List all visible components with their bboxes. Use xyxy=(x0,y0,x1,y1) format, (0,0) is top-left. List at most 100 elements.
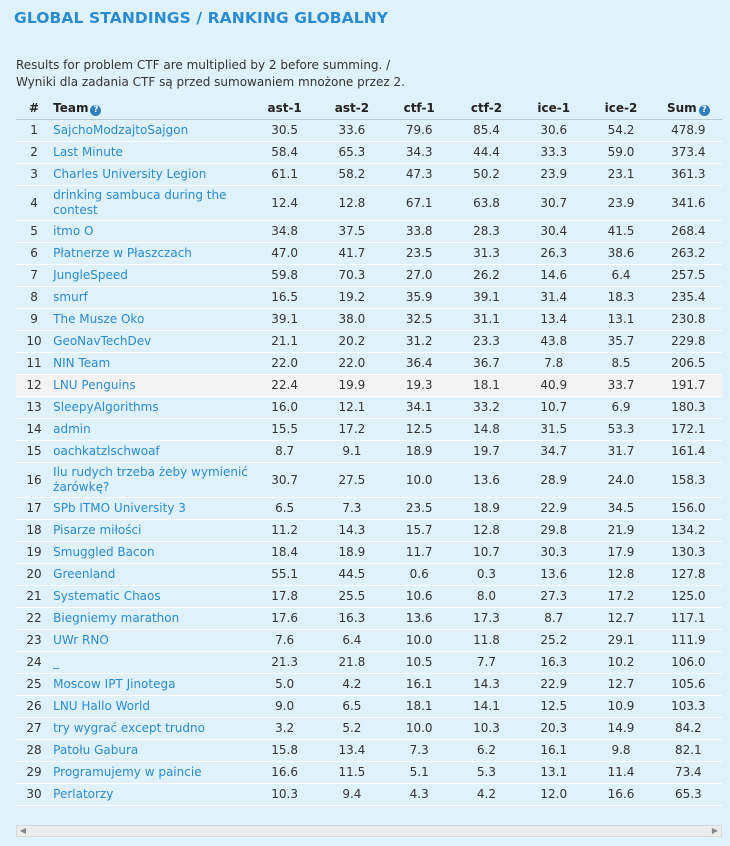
team-cell[interactable]: Smuggled Bacon xyxy=(52,541,251,564)
sum-help-icon[interactable]: ? xyxy=(698,104,710,116)
table-row: 9 The Musze Oko 39.1 38.0 32.5 31.1 13.4 13.1 23… xyxy=(16,308,722,331)
team-cell[interactable]: drinking sambuca during the contest xyxy=(52,185,251,221)
team-cell[interactable]: Moscow IPT Jinotega xyxy=(52,673,251,696)
table-row: 6 Płatnerze w Płaszczach 47.0 41.7 23.5 31.3 2… xyxy=(16,242,722,265)
score-sum: 361.3 xyxy=(654,163,722,186)
team-cell[interactable]: Systematic Chaos xyxy=(52,585,251,608)
team-link[interactable]: itmo O xyxy=(53,223,94,238)
team-link[interactable]: drinking sambuca during the contest xyxy=(53,187,227,217)
ctf-multiplier-note: Results for problem CTF are multiplied b… xyxy=(16,57,405,91)
team-link[interactable]: GeoNavTechDev xyxy=(53,333,152,348)
team-link[interactable]: Płatnerze w Płaszczach xyxy=(53,245,192,260)
team-link[interactable]: SPb ITMO University 3 xyxy=(53,500,186,515)
team-cell[interactable]: Pisarze miłości xyxy=(52,519,251,542)
team-link[interactable]: The Musze Oko xyxy=(53,311,145,326)
team-cell[interactable]: _ xyxy=(52,651,251,674)
rank-cell: 16 xyxy=(16,462,53,498)
team-cell[interactable]: Programujemy w paincie xyxy=(52,761,251,784)
team-link[interactable]: Smuggled Bacon xyxy=(53,544,155,559)
rank-cell: 6 xyxy=(16,242,53,265)
rank-cell: 7 xyxy=(16,264,53,287)
team-link[interactable]: SleepyAlgorithms xyxy=(53,399,159,414)
team-link[interactable]: Last Minute xyxy=(53,144,123,159)
team-link[interactable]: SajchoModzajtoSajgon xyxy=(53,122,189,137)
team-link[interactable]: Moscow IPT Jinotega xyxy=(53,676,176,691)
team-link[interactable]: LNU Hallo World xyxy=(53,698,150,713)
score-ctf1: 7.3 xyxy=(385,739,453,762)
score-ice1: 29.8 xyxy=(520,519,588,542)
team-cell[interactable]: Patołu Gabura xyxy=(52,739,251,762)
team-link[interactable]: LNU Penguins xyxy=(53,377,136,392)
team-cell[interactable]: LNU Hallo World xyxy=(52,695,251,718)
team-link[interactable]: Systematic Chaos xyxy=(53,588,161,603)
team-cell[interactable]: GeoNavTechDev xyxy=(52,330,251,353)
header-ice-1[interactable]: ice-1 xyxy=(520,98,588,120)
team-cell[interactable]: itmo O xyxy=(52,220,251,243)
score-ast1: 34.8 xyxy=(250,220,319,243)
team-link[interactable]: Ilu rudych trzeba żeby wymienić żarówkę? xyxy=(53,464,248,494)
score-ice2: 53.3 xyxy=(587,418,655,441)
score-ast1: 58.4 xyxy=(250,141,319,164)
header-sum[interactable]: Sum? xyxy=(654,98,722,120)
header-team-label: Team xyxy=(53,100,89,115)
team-cell[interactable]: Last Minute xyxy=(52,141,251,164)
team-link[interactable]: smurf xyxy=(53,289,88,304)
team-link[interactable]: _ xyxy=(53,654,60,669)
team-cell[interactable]: Płatnerze w Płaszczach xyxy=(52,242,251,265)
team-cell[interactable]: LNU Penguins xyxy=(52,374,251,397)
team-cell[interactable]: Perlatorzy xyxy=(52,783,251,806)
team-link[interactable]: Patołu Gabura xyxy=(53,742,139,757)
score-ctf1: 79.6 xyxy=(385,119,453,142)
team-cell[interactable]: NIN Team xyxy=(52,352,251,375)
score-sum: 84.2 xyxy=(654,717,722,740)
score-ctf1: 34.1 xyxy=(385,396,453,419)
score-ctf2: 10.7 xyxy=(452,541,521,564)
team-link[interactable]: Greenland xyxy=(53,566,116,581)
team-cell[interactable]: Greenland xyxy=(52,563,251,586)
team-link[interactable]: NIN Team xyxy=(53,355,111,370)
team-cell[interactable]: smurf xyxy=(52,286,251,309)
header-ast-1[interactable]: ast-1 xyxy=(250,98,319,120)
team-link[interactable]: Perlatorzy xyxy=(53,786,114,801)
score-sum: 73.4 xyxy=(654,761,722,784)
scroll-left-icon[interactable]: ◀ xyxy=(19,826,27,835)
team-cell[interactable]: JungleSpeed xyxy=(52,264,251,287)
team-cell[interactable]: The Musze Oko xyxy=(52,308,251,331)
score-ice2: 6.4 xyxy=(587,264,655,287)
team-cell[interactable]: Ilu rudych trzeba żeby wymienić żarówkę? xyxy=(52,462,251,498)
horizontal-scrollbar[interactable]: ◀ ▶ xyxy=(16,825,722,837)
score-sum: 65.3 xyxy=(654,783,722,806)
team-link[interactable]: Pisarze miłości xyxy=(53,522,142,537)
header-ctf-1[interactable]: ctf-1 xyxy=(385,98,453,120)
team-link[interactable]: Biegniemy marathon xyxy=(53,610,180,625)
team-cell[interactable]: SajchoModzajtoSajgon xyxy=(52,119,251,142)
team-link[interactable]: Programujemy w paincie xyxy=(53,764,202,779)
team-link[interactable]: JungleSpeed xyxy=(53,267,128,282)
score-ctf2: 6.2 xyxy=(452,739,521,762)
score-ice1: 40.9 xyxy=(520,374,588,397)
header-team[interactable]: Team? xyxy=(52,98,251,120)
team-cell[interactable]: SPb ITMO University 3 xyxy=(52,497,251,520)
team-cell[interactable]: oachkatzlschwoaf xyxy=(52,440,251,463)
team-link[interactable]: try wygrać except trudno xyxy=(53,720,205,735)
team-cell[interactable]: try wygrać except trudno xyxy=(52,717,251,740)
team-link[interactable]: UWr RNO xyxy=(53,632,109,647)
team-link[interactable]: oachkatzlschwoaf xyxy=(53,443,160,458)
team-link[interactable]: admin xyxy=(53,421,91,436)
score-ice1: 30.4 xyxy=(520,220,588,243)
team-cell[interactable]: UWr RNO xyxy=(52,629,251,652)
score-ast2: 5.2 xyxy=(318,717,386,740)
team-cell[interactable]: admin xyxy=(52,418,251,441)
header-ice-2[interactable]: ice-2 xyxy=(587,98,655,120)
team-cell[interactable]: Biegniemy marathon xyxy=(52,607,251,630)
team-help-icon[interactable]: ? xyxy=(90,104,102,116)
team-link[interactable]: Charles University Legion xyxy=(53,166,207,181)
score-ast2: 18.9 xyxy=(318,541,386,564)
header-ctf-2[interactable]: ctf-2 xyxy=(452,98,521,120)
team-cell[interactable]: Charles University Legion xyxy=(52,163,251,186)
rank-cell: 28 xyxy=(16,739,53,762)
scroll-right-icon[interactable]: ▶ xyxy=(711,826,719,835)
header-ast-2[interactable]: ast-2 xyxy=(318,98,386,120)
team-cell[interactable]: SleepyAlgorithms xyxy=(52,396,251,419)
score-ctf2: 31.3 xyxy=(452,242,521,265)
